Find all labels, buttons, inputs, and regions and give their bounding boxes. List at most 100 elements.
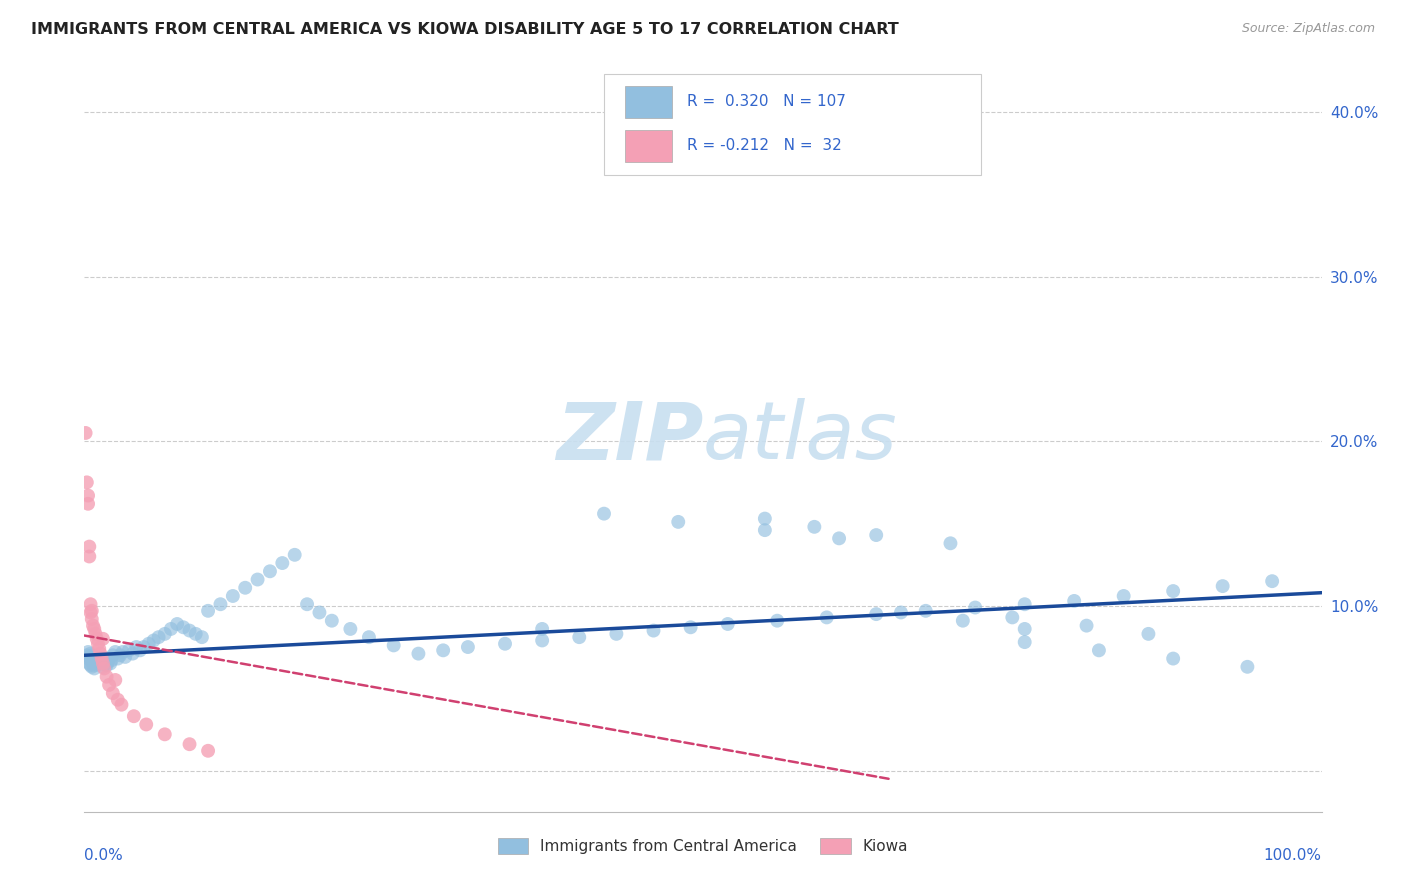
Point	[259, 564, 281, 578]
Point	[890, 606, 912, 620]
Point	[939, 536, 962, 550]
Point	[1112, 589, 1135, 603]
Point	[339, 622, 361, 636]
Point	[153, 627, 176, 641]
Point	[118, 643, 141, 657]
Point	[1001, 610, 1024, 624]
Point	[82, 651, 104, 665]
Point	[1063, 594, 1085, 608]
Point	[94, 651, 117, 665]
Point	[1014, 622, 1036, 636]
Point	[101, 686, 124, 700]
Point	[271, 556, 294, 570]
Point	[172, 620, 194, 634]
Point	[91, 632, 114, 646]
Point	[79, 649, 101, 664]
Point	[138, 637, 160, 651]
Point	[101, 648, 124, 663]
Point	[284, 548, 307, 562]
Point	[96, 658, 118, 673]
Point	[100, 653, 122, 667]
Point	[457, 640, 479, 654]
Text: ZIP: ZIP	[555, 398, 703, 476]
Point	[828, 532, 851, 546]
Text: R =  0.320   N = 107: R = 0.320 N = 107	[688, 95, 846, 110]
Point	[77, 651, 100, 665]
Point	[179, 624, 201, 638]
Point	[93, 661, 115, 675]
Point	[815, 610, 838, 624]
Point	[233, 581, 256, 595]
Point	[80, 653, 103, 667]
Point	[754, 523, 776, 537]
Point	[76, 475, 98, 490]
Point	[114, 649, 136, 664]
Point	[86, 649, 108, 664]
Point	[295, 597, 318, 611]
Point	[1137, 627, 1160, 641]
Point	[91, 660, 114, 674]
Point	[160, 622, 183, 636]
Point	[79, 647, 101, 661]
Point	[605, 627, 627, 641]
Point	[86, 632, 108, 646]
Point	[83, 661, 105, 675]
Point	[80, 612, 103, 626]
Point	[142, 633, 165, 648]
Point	[89, 655, 111, 669]
Point	[754, 511, 776, 525]
Point	[80, 604, 103, 618]
Point	[132, 640, 155, 654]
Point	[86, 657, 108, 671]
Point	[79, 657, 101, 671]
Point	[914, 604, 936, 618]
Point	[79, 658, 101, 673]
Point	[222, 589, 245, 603]
Point	[1261, 574, 1284, 589]
Point	[803, 520, 825, 534]
Point	[197, 604, 219, 618]
Point	[76, 648, 98, 663]
Point	[90, 651, 112, 665]
Point	[952, 614, 974, 628]
Point	[408, 647, 430, 661]
Point	[80, 660, 103, 674]
Point	[1014, 635, 1036, 649]
Point	[83, 622, 105, 636]
Point	[432, 643, 454, 657]
Point	[77, 645, 100, 659]
Point	[246, 573, 269, 587]
Point	[121, 647, 143, 661]
Point	[82, 618, 104, 632]
Point	[93, 655, 115, 669]
Point	[91, 657, 114, 671]
Point	[79, 606, 101, 620]
Point	[593, 507, 616, 521]
Point	[965, 600, 987, 615]
Point	[179, 737, 201, 751]
Legend: Immigrants from Central America, Kiowa: Immigrants from Central America, Kiowa	[492, 832, 914, 860]
Point	[308, 606, 330, 620]
Point	[90, 657, 112, 671]
Point	[568, 630, 591, 644]
Point	[110, 698, 132, 712]
Point	[111, 645, 134, 659]
Point	[1161, 584, 1184, 599]
FancyBboxPatch shape	[626, 87, 672, 118]
Point	[82, 657, 104, 671]
Point	[166, 617, 188, 632]
Point	[643, 624, 665, 638]
Point	[98, 678, 121, 692]
Point	[1088, 643, 1111, 657]
Point	[89, 651, 111, 665]
Point	[107, 692, 129, 706]
Point	[717, 617, 740, 632]
Point	[494, 637, 516, 651]
Point	[79, 597, 101, 611]
Point	[865, 528, 887, 542]
Point	[1161, 651, 1184, 665]
Point	[80, 648, 103, 663]
Point	[122, 709, 145, 723]
Point	[87, 653, 110, 667]
Point	[357, 630, 380, 644]
